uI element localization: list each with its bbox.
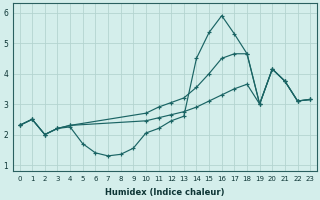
X-axis label: Humidex (Indice chaleur): Humidex (Indice chaleur) [105, 188, 225, 197]
